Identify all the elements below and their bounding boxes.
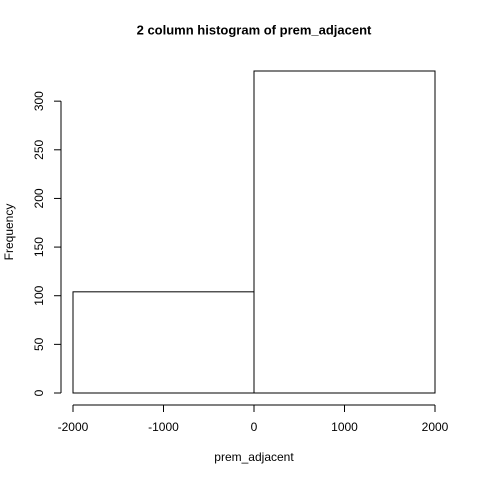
y-tick-label: 50 — [32, 337, 46, 351]
y-tick-label: 300 — [32, 91, 46, 111]
x-tick-label: -2000 — [58, 420, 89, 434]
y-tick-label: 150 — [32, 237, 46, 257]
x-tick-label: 1000 — [331, 420, 358, 434]
y-tick-label: 0 — [32, 389, 46, 396]
x-tick-label: -1000 — [148, 420, 179, 434]
chart-title: 2 column histogram of prem_adjacent — [137, 22, 372, 37]
y-tick-label: 200 — [32, 188, 46, 208]
bar — [72, 291, 255, 394]
x-tick-label: 0 — [251, 420, 258, 434]
x-tick-label: 2000 — [422, 420, 449, 434]
x-axis-label: prem_adjacent — [214, 450, 294, 464]
y-axis-label: Frequency — [2, 204, 16, 261]
y-tick-label: 100 — [32, 285, 46, 305]
y-tick-label: 250 — [32, 139, 46, 159]
bar — [253, 70, 436, 394]
